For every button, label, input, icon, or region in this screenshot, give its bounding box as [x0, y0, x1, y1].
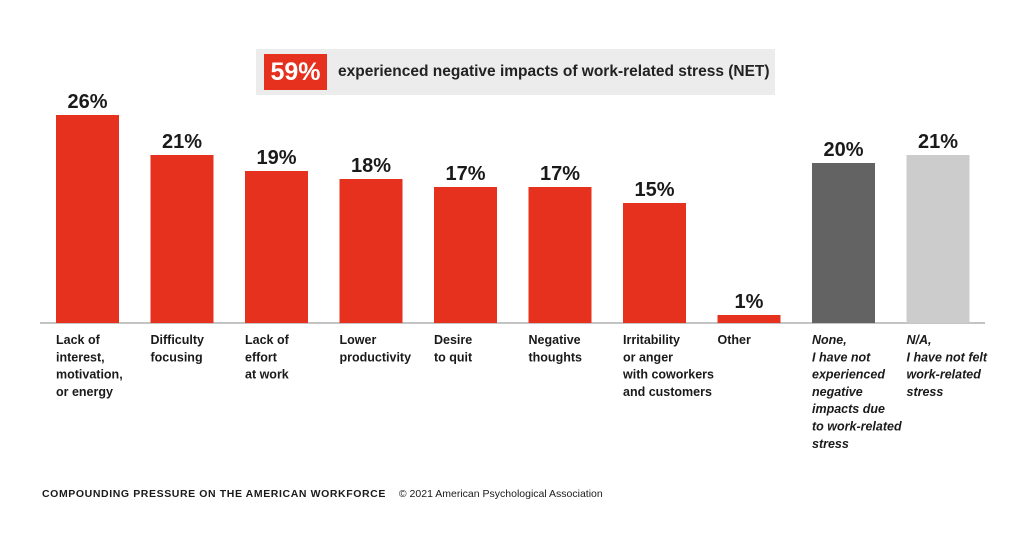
- bar: [812, 163, 875, 323]
- category-label: Lower productivity: [340, 333, 412, 364]
- bar-value-label: 15%: [634, 179, 674, 201]
- bar: [245, 171, 308, 323]
- net-percentage: 59%: [264, 54, 327, 90]
- category-label: Other: [718, 333, 751, 347]
- category-label: Lack of interest, motivation, or energy: [56, 333, 123, 399]
- bar: [528, 187, 592, 323]
- bar-value-label: 17%: [540, 163, 580, 185]
- bar-value-label: 18%: [351, 155, 391, 177]
- bar-value-label: 19%: [256, 147, 296, 169]
- bar: [717, 315, 781, 323]
- category-label: Difficulty focusing: [151, 333, 205, 364]
- bar-value-label: 21%: [918, 131, 958, 153]
- category-label: Negative thoughts: [529, 333, 583, 364]
- category-label: N/A, I have not felt work-related stress: [907, 333, 988, 399]
- bar-value-label: 20%: [823, 139, 863, 161]
- bar: [623, 203, 686, 323]
- bar: [906, 155, 970, 323]
- bar-value-label: 21%: [162, 131, 202, 153]
- bar: [56, 115, 119, 323]
- footer: COMPOUNDING PRESSURE ON THE AMERICAN WOR…: [42, 488, 603, 500]
- net-callout: 59% experienced negative impacts of work…: [256, 49, 775, 95]
- category-label: Irritability or anger with coworkers and cu…: [622, 333, 714, 399]
- bar-value-label: 26%: [67, 91, 107, 113]
- bar: [150, 155, 214, 323]
- net-description: experienced negative impacts of work-rel…: [338, 63, 770, 80]
- bar: [339, 179, 403, 323]
- copyright-notice: © 2021 American Psychological Associatio…: [398, 488, 603, 500]
- bar-value-label: 17%: [445, 163, 485, 185]
- bar: [434, 187, 497, 323]
- report-series-name: COMPOUNDING PRESSURE ON THE AMERICAN WOR…: [42, 488, 386, 500]
- category-label: Lack of effort at work: [245, 333, 290, 382]
- category-label: None, I have not experienced negative impact…: [812, 333, 902, 451]
- bar-value-label: 1%: [735, 291, 764, 313]
- category-label: Desire to quit: [434, 333, 473, 364]
